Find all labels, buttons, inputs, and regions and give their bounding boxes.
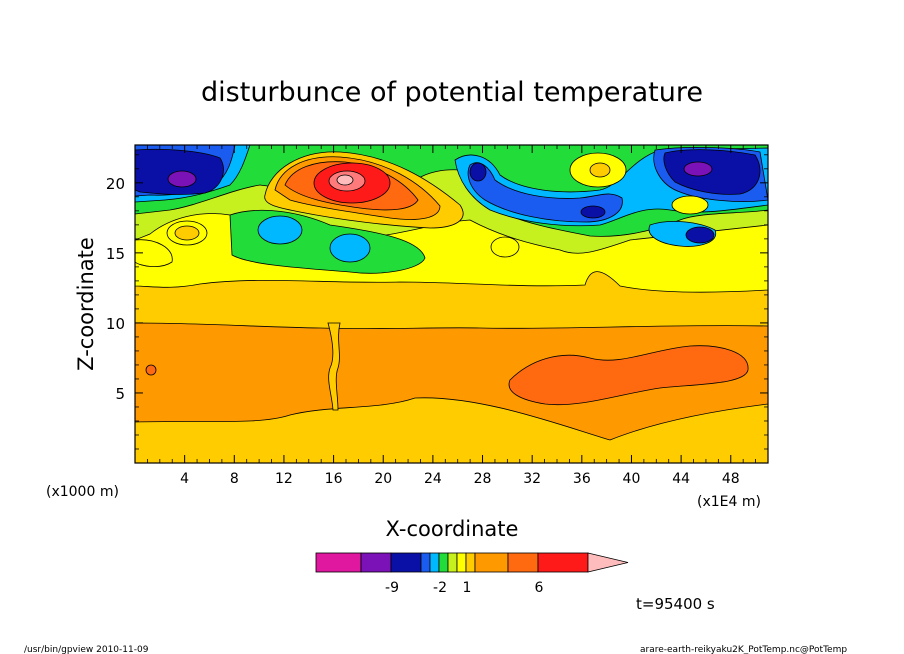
- x-tick-label: 36: [573, 471, 591, 487]
- y-tick-label: 5: [115, 385, 125, 403]
- colorbar-swatch: [429, 552, 440, 573]
- band-orange-dark-dot: [145, 364, 157, 376]
- band-warm-6: [336, 174, 354, 186]
- colorbar-swatch: [465, 552, 476, 573]
- colorbar-label: -9: [385, 580, 399, 596]
- x-unit-left: (x1000 m): [46, 484, 119, 500]
- band-purple: [167, 170, 197, 188]
- colorbar-swatch: [420, 552, 431, 573]
- band-cyan-4: [329, 233, 371, 263]
- x-tick-label: 28: [474, 471, 492, 487]
- band-notch: [327, 322, 341, 411]
- band-yellow-island-5: [135, 239, 173, 267]
- band-navy-3: [580, 205, 606, 219]
- colorbar-labels: -9 -2 1 6: [385, 580, 544, 596]
- colorbar: [315, 552, 629, 573]
- x-tick-label: 32: [523, 471, 541, 487]
- x-tick-label: 16: [325, 471, 343, 487]
- colorbar-swatch: [507, 552, 539, 573]
- colorbar-swatch: [456, 552, 467, 573]
- x-tick-label: 8: [230, 471, 239, 487]
- colorbar-swatch: [360, 552, 392, 573]
- x-unit-right: (x1E4 m): [697, 494, 761, 510]
- band-navy-4: [685, 226, 715, 244]
- time-label: t=95400 s: [636, 595, 715, 613]
- x-tick-label: 44: [672, 471, 690, 487]
- y-tick-label: 20: [106, 175, 125, 193]
- colorbar-swatch: [537, 552, 589, 573]
- band-yellow-island-2: [671, 195, 709, 215]
- band-orange-island: [589, 162, 611, 178]
- colorbar-swatch: [390, 552, 422, 573]
- x-axis: 4 8 12 16 20 24 28 32 36 40 44 48: [147, 145, 769, 487]
- band-purple-2: [683, 161, 713, 177]
- colorbar-swatch: [315, 552, 362, 573]
- colorbar-arrow: [587, 552, 629, 573]
- y-tick-label: 15: [106, 245, 125, 263]
- colorbar-swatch: [474, 552, 509, 573]
- band-navy-2: [663, 149, 761, 195]
- footer-right: arare-earth-reikyaku2K_PotTemp.nc@PotTem…: [640, 645, 847, 654]
- heatmap-field: [135, 145, 768, 463]
- y-axis: 5 10 15 20: [106, 154, 768, 450]
- x-tick-label: 24: [424, 471, 442, 487]
- x-tick-label: 40: [623, 471, 641, 487]
- y-tick-label: 10: [106, 315, 125, 333]
- colorbar-label: 6: [535, 580, 544, 596]
- colorbar-swatch: [438, 552, 449, 573]
- x-tick-label: 48: [722, 471, 740, 487]
- colorbar-label: -2: [433, 580, 447, 596]
- colorbar-label: 1: [463, 580, 472, 596]
- colorbar-swatch: [447, 552, 458, 573]
- band-navy-5: [469, 162, 487, 182]
- band-yellow-island-4: [490, 236, 520, 258]
- plot-frame: [134, 144, 769, 464]
- band-orange-island-2: [174, 225, 200, 241]
- band-blue-2: [467, 162, 623, 223]
- band-orange-low: [135, 322, 768, 441]
- band-orange-dark: [508, 345, 749, 406]
- y-axis-label: Z-coordinate: [74, 237, 98, 371]
- chart-title: disturbunce of potential temperature: [201, 77, 703, 108]
- band-cyan-3: [257, 215, 303, 245]
- footer-left: /usr/bin/gpview 2010-11-09: [24, 645, 149, 654]
- x-tick-label: 4: [180, 471, 189, 487]
- x-tick-label: 12: [275, 471, 293, 487]
- x-tick-label: 20: [374, 471, 392, 487]
- x-axis-label: X-coordinate: [386, 517, 519, 541]
